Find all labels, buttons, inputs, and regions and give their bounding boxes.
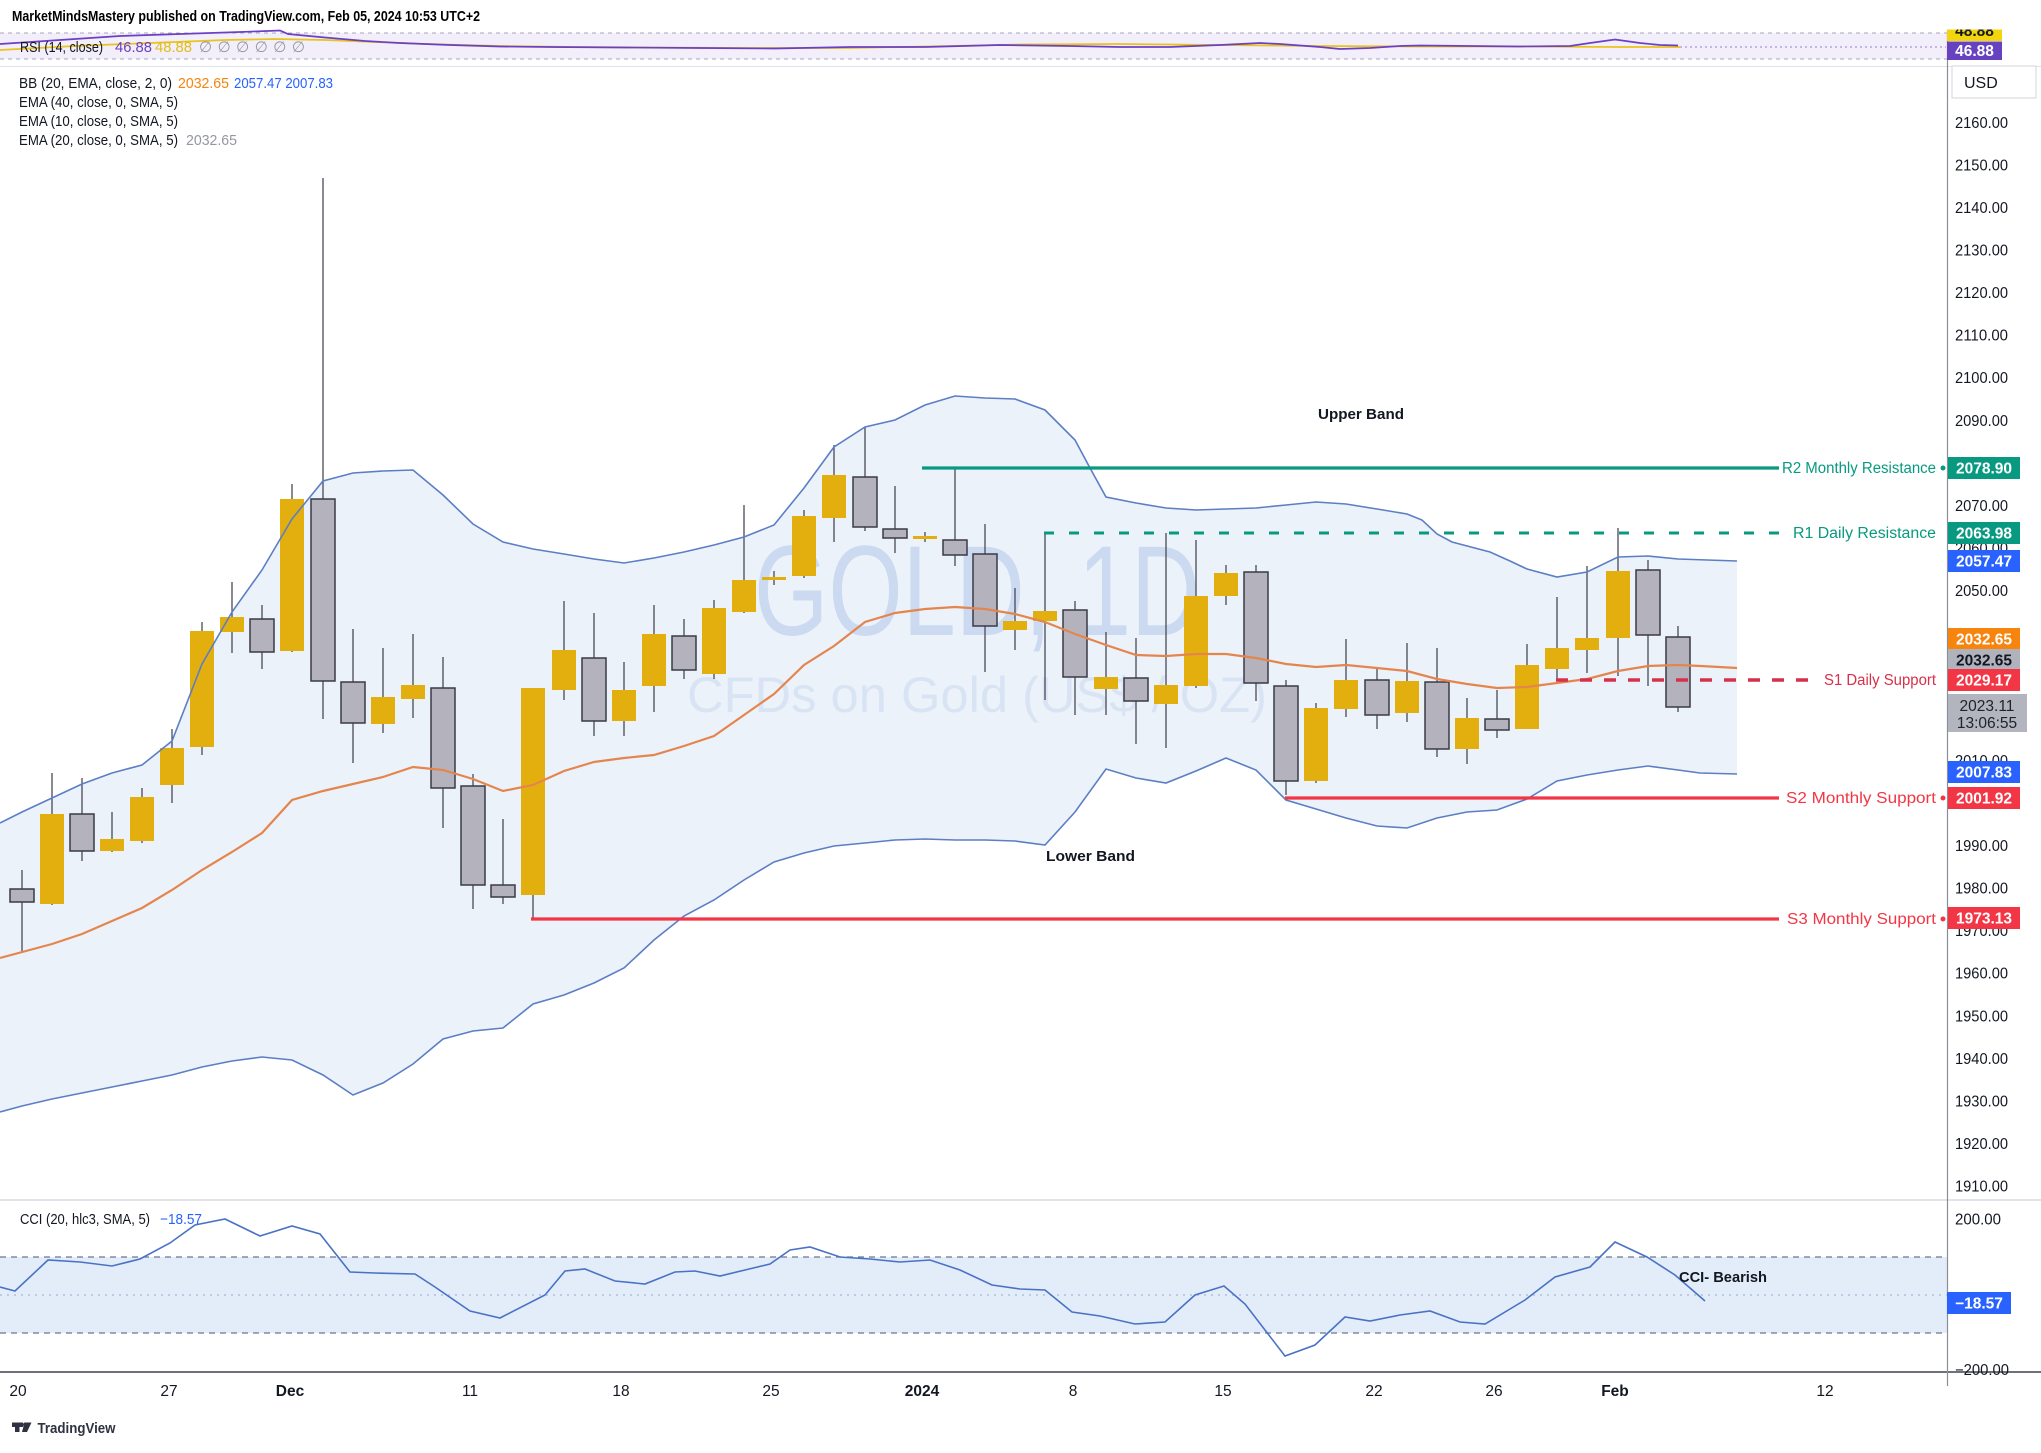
svg-text:200.00: 200.00 — [1955, 1212, 2001, 1229]
svg-text:2024: 2024 — [905, 1383, 940, 1400]
svg-text:48.88: 48.88 — [155, 39, 192, 56]
svg-text:USD: USD — [1964, 75, 1998, 92]
svg-text:2120.00: 2120.00 — [1955, 285, 2008, 302]
svg-text:Feb: Feb — [1601, 1383, 1629, 1400]
svg-text:2100.00: 2100.00 — [1955, 370, 2008, 387]
svg-text:2032.65: 2032.65 — [1956, 653, 2012, 670]
svg-text:2001.92: 2001.92 — [1956, 791, 2012, 808]
svg-text:18: 18 — [612, 1383, 629, 1400]
svg-text:−200.00: −200.00 — [1955, 1362, 2009, 1379]
svg-text:13:06:55: 13:06:55 — [1957, 715, 2017, 732]
svg-text:S2 Monthly Support: S2 Monthly Support — [1786, 790, 1937, 807]
svg-text:1990.00: 1990.00 — [1955, 838, 2008, 855]
svg-text:27: 27 — [160, 1383, 177, 1400]
svg-text:12: 12 — [1816, 1383, 1833, 1400]
svg-text:1930.00: 1930.00 — [1955, 1093, 2008, 1110]
svg-text:MarketMindsMastery published o: MarketMindsMastery published on TradingV… — [12, 8, 480, 25]
svg-text:2050.00: 2050.00 — [1955, 583, 2008, 600]
svg-text:2078.90: 2078.90 — [1956, 461, 2012, 478]
svg-text:26: 26 — [1485, 1383, 1502, 1400]
svg-text:−18.57: −18.57 — [1955, 1296, 2003, 1313]
svg-text:CCI (20, hlc3, SMA, 5): CCI (20, hlc3, SMA, 5) — [20, 1211, 150, 1228]
svg-text:15: 15 — [1214, 1383, 1231, 1400]
svg-text:46.88: 46.88 — [1955, 43, 1994, 60]
svg-text:1960.00: 1960.00 — [1955, 966, 2008, 983]
svg-text:CCI- Bearish: CCI- Bearish — [1679, 1269, 1767, 1286]
svg-text:1973.13: 1973.13 — [1956, 911, 2012, 928]
svg-text:Dec: Dec — [276, 1383, 305, 1400]
svg-text:11: 11 — [462, 1383, 478, 1400]
svg-text:R1 Daily Resistance: R1 Daily Resistance — [1793, 525, 1936, 542]
svg-text:EMA (20, close, 0, SMA, 5): EMA (20, close, 0, SMA, 5) — [19, 132, 178, 149]
svg-text:25: 25 — [762, 1383, 779, 1400]
svg-text:Upper Band: Upper Band — [1318, 406, 1404, 423]
svg-text:2032.65: 2032.65 — [1956, 632, 2012, 649]
svg-text:∅∅∅∅∅∅: ∅∅∅∅∅∅ — [199, 39, 310, 56]
svg-text:2160.00: 2160.00 — [1955, 115, 2008, 132]
svg-text:2023.11: 2023.11 — [1960, 698, 2015, 715]
svg-text:2140.00: 2140.00 — [1955, 200, 2008, 217]
svg-text:EMA (40, close, 0, SMA, 5): EMA (40, close, 0, SMA, 5) — [19, 94, 178, 111]
svg-text:−18.57: −18.57 — [160, 1211, 202, 1228]
svg-text:2070.00: 2070.00 — [1955, 498, 2008, 515]
svg-text:2032.65: 2032.65 — [186, 132, 237, 149]
svg-text:2029.17: 2029.17 — [1956, 673, 2012, 690]
svg-text:2090.00: 2090.00 — [1955, 413, 2008, 430]
svg-text:Lower Band: Lower Band — [1046, 848, 1135, 865]
svg-text:2032.65: 2032.65 — [178, 75, 229, 92]
svg-text:S3 Monthly Support: S3 Monthly Support — [1787, 911, 1937, 928]
svg-text:TradingView: TradingView — [38, 1420, 116, 1437]
svg-text:S1 Daily Support: S1 Daily Support — [1824, 672, 1937, 689]
svg-text:2057.47 2007.83: 2057.47 2007.83 — [234, 75, 333, 92]
svg-text:46.88: 46.88 — [115, 39, 152, 56]
svg-text:1910.00: 1910.00 — [1955, 1178, 2008, 1195]
svg-text:EMA (10, close, 0, SMA, 5): EMA (10, close, 0, SMA, 5) — [19, 113, 178, 130]
svg-text:BB (20, EMA, close, 2, 0): BB (20, EMA, close, 2, 0) — [19, 75, 172, 92]
svg-text:2007.83: 2007.83 — [1956, 765, 2012, 782]
svg-text:20: 20 — [9, 1383, 27, 1400]
svg-text:2063.98: 2063.98 — [1956, 526, 2012, 543]
svg-text:2130.00: 2130.00 — [1955, 243, 2008, 260]
svg-text:2150.00: 2150.00 — [1955, 158, 2008, 175]
svg-text:1950.00: 1950.00 — [1955, 1008, 2008, 1025]
svg-text:2057.47: 2057.47 — [1956, 554, 2012, 571]
svg-text:22: 22 — [1365, 1383, 1382, 1400]
svg-text:1920.00: 1920.00 — [1955, 1136, 2008, 1153]
svg-text:RSI (14, close): RSI (14, close) — [20, 39, 103, 56]
svg-text:8: 8 — [1069, 1383, 1078, 1400]
svg-text:1940.00: 1940.00 — [1955, 1051, 2008, 1068]
svg-text:2110.00: 2110.00 — [1955, 328, 2008, 345]
svg-text:1980.00: 1980.00 — [1955, 881, 2008, 898]
svg-text:R2 Monthly Resistance: R2 Monthly Resistance — [1782, 460, 1936, 477]
